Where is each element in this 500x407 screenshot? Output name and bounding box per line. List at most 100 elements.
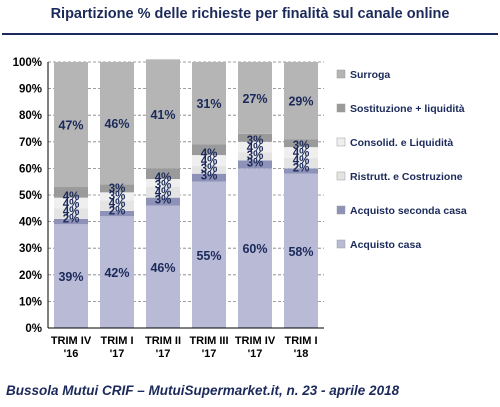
bar-segment xyxy=(54,208,88,219)
data-label: 2% xyxy=(109,205,126,217)
data-label: 29% xyxy=(288,95,313,109)
legend-entry: Consolid. e Liquidità xyxy=(350,137,453,149)
x-tick-label: TRIM I xyxy=(285,335,318,347)
data-label: 3% xyxy=(293,140,310,152)
data-label: 3% xyxy=(247,150,264,162)
data-label: 27% xyxy=(242,92,267,106)
data-label: 4% xyxy=(155,187,172,199)
x-tick-label: TRIM IV xyxy=(235,335,276,347)
gridlines xyxy=(48,61,324,329)
bar-segment xyxy=(146,205,180,328)
bar-segment xyxy=(146,187,180,198)
data-label: 3% xyxy=(247,157,264,169)
x-tick-label: '18 xyxy=(294,348,309,360)
y-axis: 0% 10% 20% 30% 40% 50% 60% 70% 80% 90% 100% xyxy=(13,57,49,335)
bar-segment xyxy=(284,173,318,328)
bar-segment xyxy=(238,168,272,328)
legend-entry: Surroga xyxy=(350,69,390,81)
data-label: 46% xyxy=(150,261,175,275)
x-tick-label: TRIM III xyxy=(189,335,228,347)
bar-segment xyxy=(192,155,226,166)
bars xyxy=(54,59,318,328)
y-tick-label: 70% xyxy=(19,137,42,149)
x-tick-label: '17 xyxy=(110,348,125,360)
bar-segment xyxy=(54,224,88,328)
bar-segment xyxy=(238,160,272,169)
bar-segment xyxy=(54,218,88,225)
bar-segment xyxy=(192,144,226,156)
bar-segment xyxy=(100,216,134,328)
x-tick-label: '17 xyxy=(156,348,171,360)
data-label: 4% xyxy=(63,206,80,218)
data-label: 4% xyxy=(201,156,218,168)
data-label: 46% xyxy=(104,117,129,131)
y-tick-label: 90% xyxy=(19,84,42,96)
bar-segment xyxy=(284,147,318,158)
data-label: 60% xyxy=(242,242,267,256)
bar-segment xyxy=(238,152,272,161)
bar-segment xyxy=(192,165,226,174)
data-label: 4% xyxy=(155,172,172,184)
bar-segment xyxy=(238,133,272,142)
y-tick-label: 10% xyxy=(19,296,42,308)
bar-segment xyxy=(146,168,180,180)
data-label: 3% xyxy=(201,171,218,183)
data-label: 4% xyxy=(63,198,80,210)
legend-swatch xyxy=(336,69,346,79)
data-label: 4% xyxy=(109,198,126,210)
legend: Surroga Sostituzione + liquidità Consolid.… xyxy=(336,69,467,251)
x-tick-label: '17 xyxy=(202,348,217,360)
bar-segment xyxy=(284,62,318,140)
legend-entry: Ristrutt. e Costruzione xyxy=(350,171,463,183)
y-tick-label: 30% xyxy=(19,243,42,255)
legend-swatch xyxy=(336,171,346,181)
bar-segment xyxy=(284,139,318,148)
bar-segment xyxy=(284,157,318,169)
data-label: 2% xyxy=(293,163,310,175)
legend-swatch xyxy=(336,205,346,215)
data-label: 3% xyxy=(155,195,172,207)
bar-segment xyxy=(54,187,88,198)
bar-segment xyxy=(146,59,180,169)
bar-segment xyxy=(100,200,134,211)
bar-segment xyxy=(192,62,226,145)
data-label: 3% xyxy=(155,180,172,192)
data-label: 55% xyxy=(196,249,221,263)
title-divider xyxy=(2,33,498,35)
bar-segment xyxy=(100,184,134,193)
x-tick-label: '17 xyxy=(248,348,263,360)
y-tick-label: 20% xyxy=(19,270,42,282)
y-tick-label: 60% xyxy=(19,163,42,175)
stacked-bar-chart: 0% 10% 20% 30% 40% 50% 60% 70% 80% 90% 100% TRIM I… xyxy=(13,57,467,360)
legend-entry: Acquisto casa xyxy=(350,239,421,251)
data-label: 4% xyxy=(63,191,80,203)
source-footer: Bussola Mutui CRIF – MutuiSupermarket.it… xyxy=(6,383,400,398)
x-tick-label: TRIM IV xyxy=(51,335,92,347)
bar-segment xyxy=(54,62,88,188)
data-label: 3% xyxy=(109,190,126,202)
data-label: 4% xyxy=(201,148,218,160)
chart-title: Ripartizione % delle richieste per final… xyxy=(50,6,450,22)
data-label: 3% xyxy=(109,183,126,195)
data-label: 47% xyxy=(58,119,83,133)
data-label: 39% xyxy=(58,270,83,284)
legend-entry: Sostituzione + liquidità xyxy=(350,103,465,115)
legend-entry: Acquisto seconda casa xyxy=(350,205,467,217)
bar-segment xyxy=(100,210,134,217)
bar-segment xyxy=(192,181,226,328)
x-tick-label: TRIM I xyxy=(101,335,134,347)
data-label: 58% xyxy=(288,245,313,259)
y-tick-label: 40% xyxy=(19,217,42,229)
legend-swatch xyxy=(336,239,346,249)
data-label: 4% xyxy=(247,142,264,154)
data-label: 2% xyxy=(63,213,80,225)
bar-segment xyxy=(238,141,272,153)
bar-segment xyxy=(100,62,134,185)
bar-segment xyxy=(238,62,272,134)
bar-segment xyxy=(146,197,180,206)
bar-segment xyxy=(192,173,226,182)
y-tick-label: 80% xyxy=(19,110,42,122)
data-label: 42% xyxy=(104,266,129,280)
data-label: 3% xyxy=(201,163,218,175)
